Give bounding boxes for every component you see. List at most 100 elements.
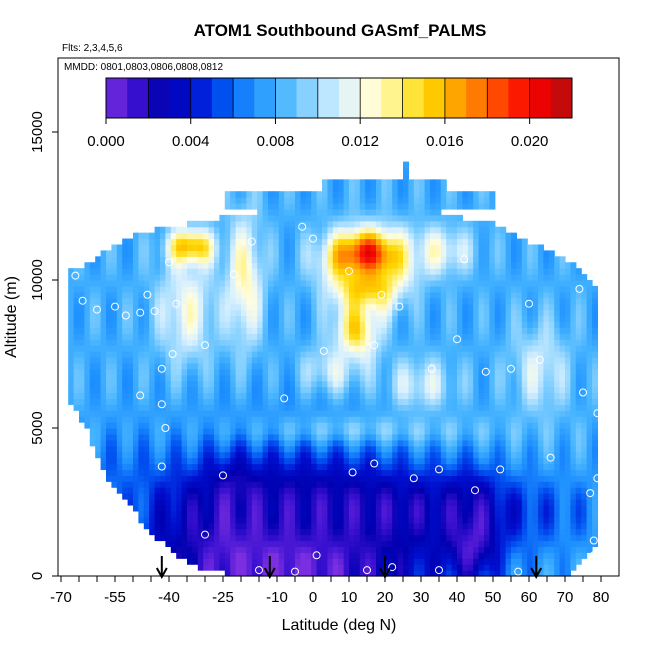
heatmap-cell bbox=[494, 451, 501, 459]
heatmap-cell bbox=[133, 232, 139, 240]
heatmap-cell bbox=[300, 262, 307, 269]
heatmap-cell bbox=[386, 351, 393, 358]
heatmap-cell bbox=[289, 540, 296, 547]
heatmap-cell bbox=[138, 410, 145, 417]
heatmap-cell bbox=[327, 380, 334, 388]
heatmap-cell bbox=[268, 457, 274, 465]
heatmap-cell bbox=[338, 238, 345, 246]
heatmap-cell bbox=[392, 262, 399, 269]
heatmap-cell bbox=[478, 321, 485, 328]
heatmap-cell bbox=[316, 309, 323, 317]
heatmap-cell bbox=[154, 351, 161, 358]
heatmap-cell bbox=[381, 493, 388, 500]
heatmap-cell bbox=[516, 268, 523, 275]
heatmap-cell bbox=[332, 315, 339, 323]
heatmap-cell bbox=[268, 220, 274, 228]
heatmap-cell bbox=[451, 386, 458, 394]
heatmap-cell bbox=[516, 262, 523, 269]
heatmap-cell bbox=[489, 327, 496, 334]
heatmap-cell bbox=[138, 487, 145, 494]
heatmap-cell bbox=[419, 558, 426, 565]
heatmap-cell bbox=[386, 238, 393, 246]
heatmap-cell bbox=[284, 321, 291, 328]
heatmap-cell bbox=[305, 386, 312, 394]
heatmap-cell bbox=[430, 552, 436, 559]
heatmap-cell bbox=[359, 356, 366, 364]
heatmap-cell bbox=[370, 321, 377, 328]
heatmap-cell bbox=[230, 439, 237, 447]
heatmap-cell bbox=[332, 327, 339, 334]
heatmap-cell bbox=[257, 552, 264, 559]
heatmap-cell bbox=[457, 333, 463, 340]
heatmap-cell bbox=[386, 522, 393, 530]
heatmap-cell bbox=[311, 451, 318, 459]
heatmap-cell bbox=[462, 327, 469, 334]
heatmap-cell bbox=[451, 250, 458, 257]
heatmap-cell bbox=[219, 499, 226, 506]
heatmap-cell bbox=[365, 250, 372, 257]
heatmap-cell bbox=[462, 463, 469, 471]
heatmap-cell bbox=[419, 487, 426, 494]
heatmap-cell bbox=[505, 493, 512, 500]
heatmap-cell bbox=[338, 380, 345, 388]
heatmap-cell bbox=[295, 339, 301, 346]
heatmap-cell bbox=[386, 285, 393, 293]
heatmap-cell bbox=[343, 552, 350, 559]
heatmap-cell bbox=[365, 262, 372, 269]
heatmap-cell bbox=[84, 386, 91, 394]
heatmap-cell bbox=[95, 262, 102, 269]
heatmap-cell bbox=[268, 244, 274, 251]
heatmap-cell bbox=[241, 398, 247, 405]
heatmap-cell bbox=[257, 534, 264, 542]
heatmap-cell bbox=[219, 386, 226, 394]
heatmap-cell bbox=[143, 416, 150, 423]
heatmap-cell bbox=[489, 362, 496, 370]
heatmap-cell bbox=[370, 386, 377, 394]
heatmap-cell bbox=[170, 398, 177, 405]
heatmap-cell bbox=[435, 368, 442, 376]
heatmap-cell bbox=[376, 238, 382, 246]
heatmap-cell bbox=[305, 232, 312, 240]
heatmap-cell bbox=[478, 451, 485, 459]
heatmap-cell bbox=[122, 327, 129, 334]
heatmap-cell bbox=[392, 522, 399, 530]
heatmap-cell bbox=[106, 469, 112, 476]
heatmap-cell bbox=[354, 321, 361, 328]
heatmap-cell bbox=[500, 493, 507, 500]
heatmap-cell bbox=[516, 445, 523, 453]
heatmap-cell bbox=[408, 481, 415, 488]
heatmap-cell bbox=[440, 339, 447, 346]
heatmap-cell bbox=[295, 291, 301, 299]
heatmap-cell bbox=[467, 274, 474, 281]
heatmap-cell bbox=[300, 214, 307, 222]
heatmap-cell bbox=[143, 262, 150, 269]
heatmap-cell bbox=[494, 303, 501, 311]
heatmap-cell bbox=[381, 410, 388, 417]
heatmap-cell bbox=[440, 214, 447, 222]
heatmap-cell bbox=[284, 356, 291, 364]
heatmap-cell bbox=[511, 570, 517, 577]
heatmap-cell bbox=[154, 362, 161, 370]
heatmap-cell bbox=[84, 356, 91, 364]
heatmap-cell bbox=[505, 570, 512, 577]
heatmap-cell bbox=[192, 469, 199, 476]
heatmap-cell bbox=[208, 368, 215, 376]
heatmap-cell bbox=[300, 481, 307, 488]
heatmap-cell bbox=[143, 362, 150, 370]
heatmap-cell bbox=[338, 433, 345, 441]
heatmap-cell bbox=[457, 410, 463, 417]
heatmap-cell bbox=[397, 333, 404, 340]
heatmap-cell bbox=[300, 380, 307, 388]
heatmap-cell bbox=[500, 516, 507, 524]
heatmap-cell bbox=[397, 428, 404, 435]
heatmap-cell bbox=[392, 274, 399, 281]
heatmap-cell bbox=[408, 463, 415, 471]
heatmap-cell bbox=[381, 392, 388, 399]
heatmap-cell bbox=[149, 510, 156, 518]
heatmap-cell bbox=[516, 380, 523, 388]
heatmap-cell bbox=[176, 339, 183, 346]
heatmap-cell bbox=[273, 285, 280, 293]
heatmap-cell bbox=[446, 516, 453, 524]
heatmap-cell bbox=[327, 481, 334, 488]
heatmap-cell bbox=[457, 433, 463, 441]
